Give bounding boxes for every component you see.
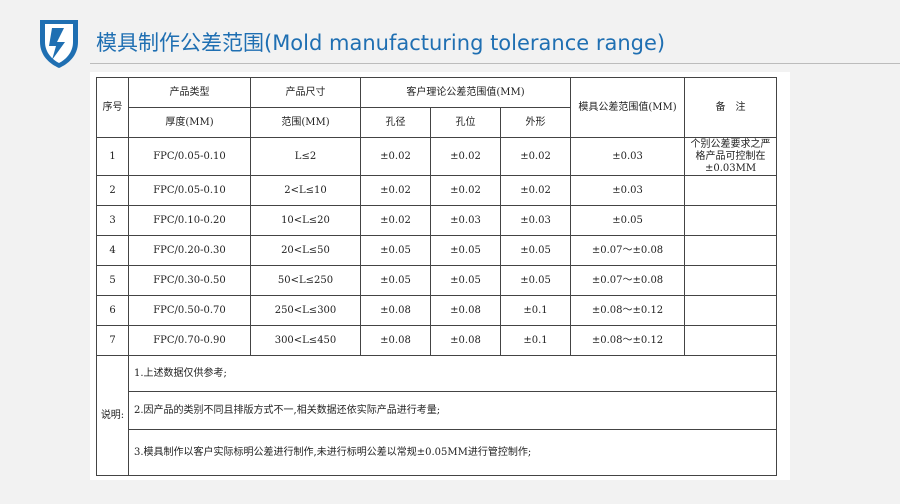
notes-row: 3.模具制作以客户实际标明公差进行制作,未进行标明公差以常规±0.05MM进行管… — [97, 429, 778, 476]
row-mold-tolerance: ±0.03 — [570, 137, 686, 176]
header-hole-position: 孔位 — [430, 107, 501, 138]
row-index: 5 — [96, 265, 129, 296]
remark-empty — [684, 235, 778, 266]
row-mold-tolerance: ±0.08～±0.12 — [570, 295, 686, 326]
row-thickness: FPC/0.50-0.70 — [128, 295, 251, 326]
remark-empty — [684, 175, 778, 206]
row-hole-diameter: ±0.02 — [360, 205, 431, 236]
remark-empty — [684, 325, 778, 356]
row-hole-diameter: ±0.05 — [360, 265, 431, 296]
row-range: L≤2 — [250, 137, 361, 176]
page-title: 模具制作公差范围(Mold manufacturing tolerance ra… — [96, 31, 666, 55]
row-index: 7 — [96, 325, 129, 356]
header-outline: 外形 — [499, 107, 572, 138]
row-outline: ±0.05 — [499, 235, 572, 266]
header: 模具制作公差范围(Mold manufacturing tolerance ra… — [0, 0, 900, 72]
row-range: 10<L≤20 — [250, 205, 361, 236]
row-thickness: FPC/0.70-0.90 — [128, 325, 251, 356]
remark-empty — [684, 265, 778, 296]
table-row: 6 FPC/0.50-0.70 250<L≤300 ±0.08 ±0.08 ±0… — [96, 295, 778, 326]
row-hole-position: ±0.02 — [430, 137, 501, 176]
tolerance-sheet: 序号 产品类型 产品尺寸 客户理论公差范围值(MM) 模具公差范围值(MM) 备… — [90, 72, 790, 480]
header-customer-tolerance: 客户理论公差范围值(MM) — [359, 77, 572, 108]
row-outline: ±0.1 — [499, 325, 572, 356]
header-row-1: 序号 产品类型 产品尺寸 客户理论公差范围值(MM) 模具公差范围值(MM) 备… — [96, 77, 778, 138]
row-hole-diameter: ±0.02 — [360, 137, 431, 176]
tolerance-table: 序号 产品类型 产品尺寸 客户理论公差范围值(MM) 模具公差范围值(MM) 备… — [96, 77, 778, 476]
row-range: 250<L≤300 — [250, 295, 361, 326]
note-item: 3.模具制作以客户实际标明公差进行制作,未进行标明公差以常规±0.05MM进行管… — [127, 429, 778, 476]
remark-text: 个别公差要求之严格产品可控制在±0.03MM — [690, 138, 771, 174]
row-hole-diameter: ±0.08 — [360, 325, 431, 356]
table-row: 1 FPC/0.05-0.10 L≤2 ±0.02 ±0.02 ±0.02 ±0… — [96, 137, 778, 176]
table-row: 5 FPC/0.30-0.50 50<L≤250 ±0.05 ±0.05 ±0.… — [96, 265, 778, 296]
row-hole-diameter: ±0.08 — [360, 295, 431, 326]
row-outline: ±0.1 — [499, 295, 572, 326]
row-thickness: FPC/0.05-0.10 — [128, 137, 251, 176]
row-index: 3 — [96, 205, 129, 236]
row-range: 300<L≤450 — [250, 325, 361, 356]
notes-row: 说明: 1.上述数据仅供参考; — [96, 355, 778, 476]
header-product-type: 产品类型 — [128, 77, 251, 108]
header-divider — [90, 63, 900, 64]
row-thickness: FPC/0.20-0.30 — [128, 235, 251, 266]
table-row: 7 FPC/0.70-0.90 300<L≤450 ±0.08 ±0.08 ±0… — [96, 325, 778, 356]
row-index: 1 — [96, 137, 129, 176]
remark-empty — [684, 205, 778, 236]
notes-row: 2.因产品的类别不同且排版方式不一,相关数据还依实际产品进行考量; — [97, 391, 778, 430]
row-index: 6 — [96, 295, 129, 326]
row-mold-tolerance: ±0.07～±0.08 — [570, 235, 686, 266]
header-hole-diameter: 孔径 — [360, 107, 431, 138]
row-range: 20<L≤50 — [250, 235, 361, 266]
row-mold-tolerance: ±0.07～±0.08 — [570, 265, 686, 296]
row-hole-position: ±0.05 — [430, 235, 501, 266]
header-product-size: 产品尺寸 — [250, 77, 361, 108]
notes-label: 说明: — [96, 355, 129, 476]
row-thickness: FPC/0.30-0.50 — [128, 265, 251, 296]
remark-empty — [684, 295, 778, 326]
header-range: 范围(MM) — [250, 107, 361, 138]
table-row: 3 FPC/0.10-0.20 10<L≤20 ±0.02 ±0.03 ±0.0… — [96, 205, 778, 236]
row-mold-tolerance: ±0.03 — [570, 175, 686, 206]
header-index: 序号 — [96, 77, 129, 138]
header-remarks: 备 注 — [684, 77, 778, 138]
row-outline: ±0.02 — [499, 137, 572, 176]
row-outline: ±0.05 — [499, 265, 572, 296]
remark-cell: 个别公差要求之严格产品可控制在±0.03MM — [684, 137, 778, 176]
row-index: 4 — [96, 235, 129, 266]
header-row-2: 厚度(MM) 范围(MM) 孔径 孔位 外形 — [97, 107, 777, 138]
row-hole-position: ±0.08 — [430, 325, 501, 356]
note-item: 2.因产品的类别不同且排版方式不一,相关数据还依实际产品进行考量; — [127, 391, 778, 430]
row-thickness: FPC/0.10-0.20 — [128, 205, 251, 236]
row-hole-position: ±0.08 — [430, 295, 501, 326]
row-mold-tolerance: ±0.08～±0.12 — [570, 325, 686, 356]
table-row: 2 FPC/0.05-0.10 2<L≤10 ±0.02 ±0.02 ±0.02… — [96, 175, 778, 206]
row-hole-position: ±0.03 — [430, 205, 501, 236]
row-outline: ±0.03 — [499, 205, 572, 236]
row-hole-diameter: ±0.05 — [360, 235, 431, 266]
row-hole-diameter: ±0.02 — [360, 175, 431, 206]
table-row: 4 FPC/0.20-0.30 20<L≤50 ±0.05 ±0.05 ±0.0… — [96, 235, 778, 266]
row-hole-position: ±0.02 — [430, 175, 501, 206]
row-thickness: FPC/0.05-0.10 — [128, 175, 251, 206]
shield-lightning-logo-icon — [40, 20, 78, 68]
note-item: 1.上述数据仅供参考; — [127, 355, 778, 392]
row-mold-tolerance: ±0.05 — [570, 205, 686, 236]
header-mold-tolerance: 模具公差范围值(MM) — [570, 77, 686, 138]
header-thickness: 厚度(MM) — [128, 107, 251, 138]
row-range: 50<L≤250 — [250, 265, 361, 296]
row-hole-position: ±0.05 — [430, 265, 501, 296]
row-outline: ±0.02 — [499, 175, 572, 206]
row-index: 2 — [96, 175, 129, 206]
row-range: 2<L≤10 — [250, 175, 361, 206]
